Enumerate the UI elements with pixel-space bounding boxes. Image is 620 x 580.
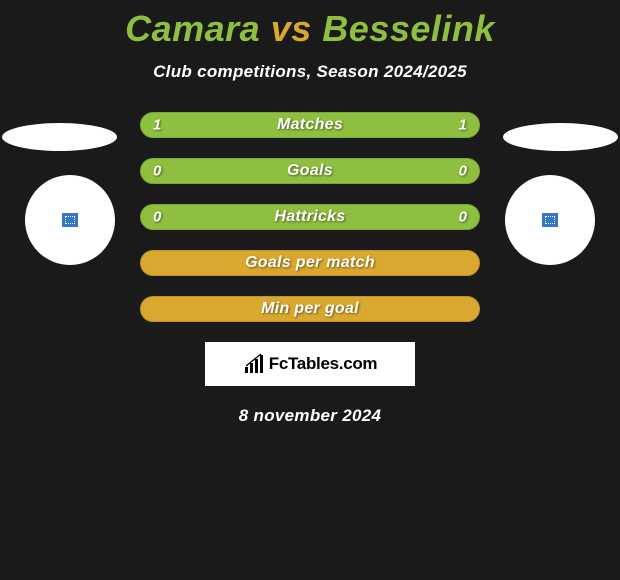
left-player-avatar	[25, 175, 115, 265]
stat-label: Hattricks	[274, 208, 345, 226]
stat-row-hattricks: 0 Hattricks 0	[140, 204, 480, 230]
logo-box: FcTables.com	[205, 342, 415, 386]
right-oval-decoration	[503, 123, 618, 151]
player2-name: Besselink	[322, 8, 495, 49]
stat-right-value: 0	[459, 209, 467, 226]
date-label: 8 november 2024	[0, 406, 620, 426]
subtitle: Club competitions, Season 2024/2025	[0, 62, 620, 82]
logo-text: FcTables.com	[269, 354, 378, 374]
right-player-avatar	[505, 175, 595, 265]
vs-separator: vs	[271, 8, 312, 49]
comparison-title: Camara vs Besselink	[0, 0, 620, 50]
stat-right-value: 0	[459, 163, 467, 180]
stat-label: Matches	[277, 116, 343, 134]
stat-row-matches: 1 Matches 1	[140, 112, 480, 138]
stat-right-value: 1	[459, 117, 467, 134]
avatar-placeholder-icon	[62, 213, 78, 227]
stat-label: Goals per match	[245, 254, 375, 272]
stat-row-goals-per-match: Goals per match	[140, 250, 480, 276]
stat-label: Goals	[287, 162, 333, 180]
player1-name: Camara	[125, 8, 260, 49]
fctables-chart-icon	[243, 353, 265, 375]
stat-left-value: 1	[153, 117, 161, 134]
avatar-placeholder-icon	[542, 213, 558, 227]
stat-left-value: 0	[153, 163, 161, 180]
stat-row-goals: 0 Goals 0	[140, 158, 480, 184]
left-oval-decoration	[2, 123, 117, 151]
stat-left-value: 0	[153, 209, 161, 226]
stat-row-min-per-goal: Min per goal	[140, 296, 480, 322]
stat-label: Min per goal	[261, 300, 359, 318]
